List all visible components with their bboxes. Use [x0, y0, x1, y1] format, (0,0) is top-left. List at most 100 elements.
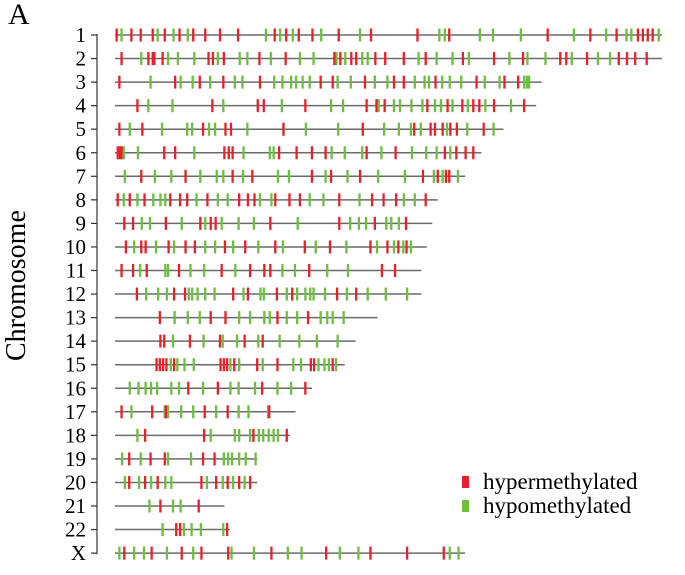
hypermethylated-mark — [153, 52, 156, 66]
hypomethylated-mark — [148, 499, 151, 513]
hypomethylated-mark — [257, 334, 260, 348]
hypermethylated-mark — [251, 169, 254, 183]
hypermethylated-mark — [151, 52, 154, 66]
hypermethylated-mark — [193, 240, 197, 254]
hypomethylated-mark — [139, 452, 142, 466]
hypermethylated-mark — [634, 52, 637, 66]
hypermethylated-mark — [472, 99, 475, 113]
hypomethylated-mark — [382, 122, 386, 136]
hypomethylated-mark — [413, 75, 416, 89]
hypermethylated-mark — [231, 169, 234, 183]
chromosome-row-16: 16 — [65, 376, 312, 400]
hypermethylated-mark — [282, 122, 285, 136]
hypomethylated-mark — [457, 546, 460, 560]
hypomethylated-mark — [373, 75, 376, 89]
hypomethylated-mark — [128, 381, 131, 395]
hypomethylated-mark — [165, 287, 169, 301]
hypomethylated-mark — [157, 287, 160, 301]
hypomethylated-mark — [409, 122, 413, 136]
hypomethylated-mark — [155, 381, 159, 395]
chromosome-label: 22 — [65, 518, 86, 542]
hypomethylated-mark — [357, 546, 360, 560]
hypomethylated-mark — [330, 146, 333, 160]
hypermethylated-mark — [223, 146, 226, 160]
hypermethylated-mark — [350, 52, 353, 66]
hypomethylated-mark — [242, 287, 245, 301]
hypermethylated-mark — [402, 75, 405, 89]
chromosome-row-15: 15 — [65, 353, 345, 377]
hypermethylated-mark — [211, 99, 214, 113]
hypomethylated-mark — [375, 240, 379, 254]
chromosome-row-X: X — [71, 541, 466, 565]
hypomethylated-mark — [130, 405, 133, 419]
hypermethylated-mark — [260, 381, 264, 395]
hypomethylated-mark — [417, 52, 420, 66]
legend-label-hyper: hypermethylated — [483, 469, 638, 494]
hypomethylated-mark — [149, 475, 153, 489]
hypomethylated-mark — [317, 358, 320, 372]
hypomethylated-mark — [320, 28, 323, 42]
hypermethylated-mark — [128, 475, 131, 489]
hypermethylated-mark — [115, 28, 118, 42]
hypomethylated-mark — [166, 264, 170, 277]
hypomethylated-mark — [445, 122, 449, 136]
hypomethylated-mark — [226, 193, 229, 207]
panel-label: A — [8, 0, 30, 31]
hypomethylated-mark — [192, 405, 195, 419]
hypermethylated-mark — [225, 358, 229, 372]
hypermethylated-mark — [128, 193, 131, 207]
chromosome-label: X — [71, 541, 86, 565]
hypomethylated-mark — [198, 311, 201, 325]
hypermethylated-mark — [151, 405, 154, 419]
hypomethylated-mark — [252, 216, 256, 230]
hypomethylated-mark — [380, 146, 383, 160]
hypomethylated-mark — [137, 475, 141, 489]
hypermethylated-mark — [309, 358, 312, 372]
hypomethylated-mark — [222, 99, 225, 113]
hypermethylated-mark — [324, 146, 327, 160]
hypermethylated-mark — [252, 428, 255, 442]
hypomethylated-mark — [498, 75, 501, 89]
hypomethylated-mark — [156, 28, 159, 42]
hypermethylated-mark — [165, 358, 168, 372]
hypermethylated-mark — [156, 475, 159, 489]
hypermethylated-mark — [355, 52, 358, 66]
hypomethylated-mark — [410, 99, 413, 113]
hypermethylated-mark — [222, 358, 225, 372]
hypermethylated-mark — [386, 240, 389, 254]
hypomethylated-mark — [192, 546, 195, 560]
hypermethylated-mark — [218, 28, 222, 42]
hypermethylated-mark — [370, 193, 374, 207]
chromosome-row-14: 14 — [65, 329, 356, 353]
hypermethylated-mark — [177, 264, 181, 277]
chromosome-row-1: 1 — [76, 23, 662, 47]
hypomethylated-mark — [213, 287, 216, 301]
hypomethylated-mark — [159, 193, 162, 207]
hypermethylated-mark — [238, 475, 241, 489]
hypomethylated-mark — [209, 75, 212, 89]
hypomethylated-mark — [508, 52, 511, 66]
hypomethylated-mark — [173, 311, 176, 325]
chromosome-label: 20 — [65, 470, 86, 494]
hypermethylated-mark — [441, 122, 444, 136]
hypomethylated-mark — [201, 381, 205, 395]
hypermethylated-mark — [186, 193, 189, 207]
hypermethylated-mark — [443, 146, 446, 160]
hypermethylated-mark — [164, 216, 168, 230]
hypomethylated-mark — [440, 75, 444, 89]
hypomethylated-mark — [166, 405, 170, 419]
chromosome-label: 16 — [65, 376, 86, 400]
hypomethylated-mark — [148, 216, 152, 230]
hypomethylated-mark — [222, 523, 225, 537]
hypermethylated-mark — [434, 75, 437, 89]
hypomethylated-mark — [179, 499, 182, 513]
chromosome-row-20: 20 — [65, 470, 258, 494]
hypermethylated-mark — [384, 52, 387, 66]
hypomethylated-mark — [154, 240, 158, 254]
chromosome-label: 18 — [65, 423, 86, 447]
hypermethylated-mark — [424, 193, 427, 207]
hypomethylated-mark — [233, 75, 236, 89]
hypomethylated-mark — [238, 311, 241, 325]
hypomethylated-mark — [409, 240, 413, 254]
